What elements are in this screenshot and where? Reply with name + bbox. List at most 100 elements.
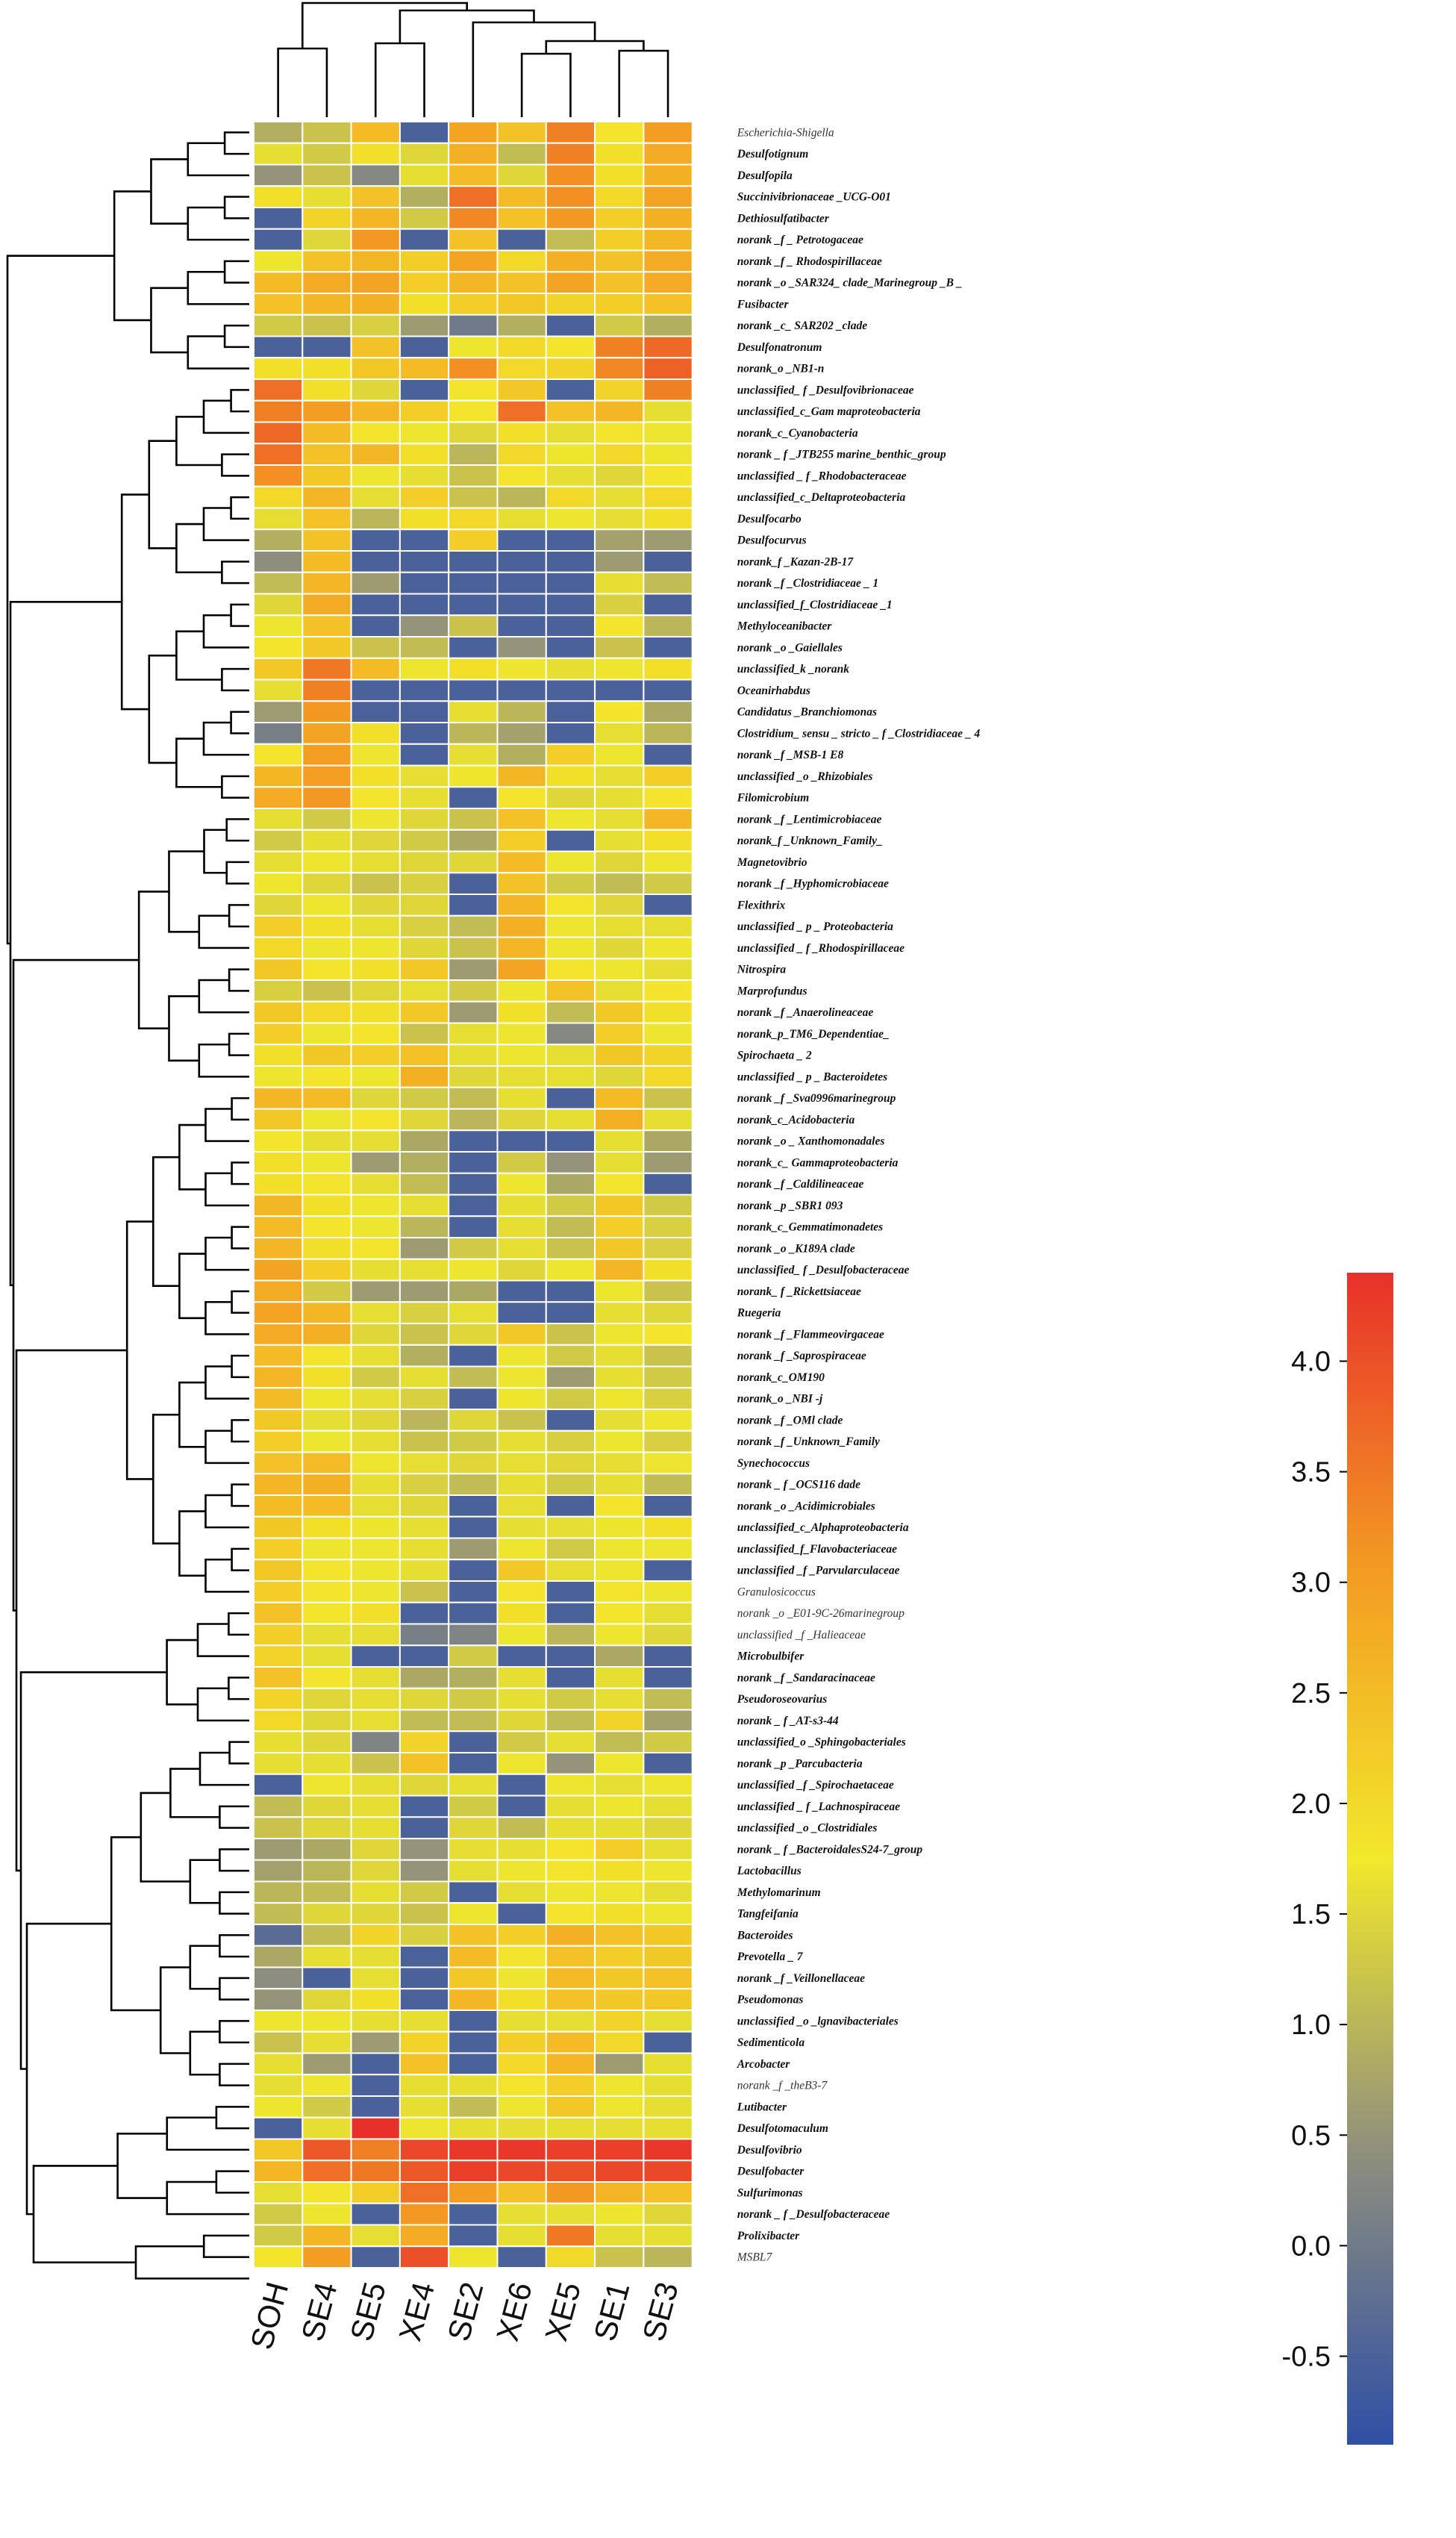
row-label: Sulfurimonas	[737, 2186, 803, 2199]
heatmap-cell	[301, 1795, 352, 1818]
row-label: Pseudomonas	[737, 1994, 804, 2007]
heatmap-cell	[301, 1065, 352, 1088]
heatmap-cell	[448, 614, 499, 637]
heatmap-cell	[448, 786, 499, 809]
heatmap-cell	[594, 679, 645, 702]
heatmap-cell	[545, 1237, 596, 1260]
heatmap-cell	[643, 2181, 693, 2204]
heatmap-cell	[496, 593, 547, 617]
heatmap-cell	[448, 550, 499, 573]
heatmap-cell	[301, 1108, 352, 1132]
heatmap-cell	[496, 1108, 547, 1132]
heatmap-cell	[448, 1838, 499, 1861]
heatmap-cell	[448, 679, 499, 702]
heatmap-cell	[301, 700, 352, 723]
heatmap-cell	[496, 421, 547, 445]
heatmap-cell	[301, 2095, 352, 2118]
dendrogram-link	[374, 42, 425, 117]
heatmap-cell	[496, 293, 547, 316]
heatmap-cell	[350, 1795, 401, 1818]
heatmap-cell	[253, 700, 304, 723]
dendrogram-link	[15, 1349, 128, 1872]
heatmap-cell	[545, 1065, 596, 1088]
heatmap-cell	[594, 464, 645, 487]
heatmap-cell	[594, 271, 645, 294]
heatmap-cell	[399, 335, 450, 359]
heatmap-cell	[545, 249, 596, 273]
heatmap-cell	[350, 679, 401, 702]
heatmap-cell	[643, 657, 693, 681]
heatmap-cell	[594, 1451, 645, 1475]
heatmap-cell	[350, 1988, 401, 2011]
row-label: unclassified _ p _ Bacteroidetes	[737, 1070, 887, 1083]
heatmap-cell	[350, 1580, 401, 1603]
dendrogram-link	[230, 603, 249, 627]
heatmap-cell	[643, 378, 693, 402]
heatmap-cell	[253, 722, 304, 745]
heatmap-cell	[496, 700, 547, 723]
heatmap-cell	[594, 485, 645, 509]
heatmap-cell	[545, 1859, 596, 1883]
heatmap-cell	[253, 2224, 304, 2248]
heatmap-cell	[448, 1323, 499, 1346]
heatmap-cell	[594, 1022, 645, 1046]
row-label: Microbulbifer	[737, 1650, 805, 1663]
colorbar-legend: 4.0 3.5 3.0 2.5 2.0 1.5 1.0 0.5 0.0 -0.5	[1282, 1273, 1393, 2445]
row-label: norank _f _Sandaracinaceae	[737, 1671, 875, 1684]
heatmap-cell	[448, 1859, 499, 1883]
heatmap-cell	[643, 163, 693, 187]
heatmap-cell	[399, 2009, 450, 2033]
heatmap-cell	[594, 1709, 645, 1733]
heatmap-cell	[496, 657, 547, 681]
heatmap-cell	[301, 228, 352, 252]
heatmap-cell	[448, 1580, 499, 1603]
heatmap-cell	[545, 1151, 596, 1174]
heatmap-cell	[594, 357, 645, 380]
heatmap-cell	[253, 2052, 304, 2076]
heatmap-cell	[496, 958, 547, 981]
heatmap-cell	[643, 829, 693, 852]
row-label: unclassified_o _Sphingobacteriales	[737, 1736, 906, 1749]
heatmap-cell	[545, 1580, 596, 1603]
heatmap-cell	[301, 1816, 352, 1839]
heatmap-cell	[301, 1966, 352, 1990]
heatmap-cell	[643, 1065, 693, 1088]
dendrogram-link	[219, 1977, 249, 2001]
heatmap-cell	[350, 829, 401, 852]
heatmap-cell	[301, 786, 352, 809]
heatmap-cell	[545, 1301, 596, 1324]
heatmap-cell	[643, 1409, 693, 1432]
heatmap-cell	[448, 1816, 499, 1839]
heatmap-cell	[545, 1344, 596, 1368]
heatmap-cell	[545, 1194, 596, 1217]
heatmap-cell	[350, 1559, 401, 1582]
heatmap-cell	[253, 2160, 304, 2183]
heatmap-cell	[448, 207, 499, 230]
heatmap-cell	[643, 399, 693, 423]
heatmap-cell	[643, 872, 693, 895]
row-label: Ruegeria	[737, 1307, 781, 1320]
heatmap-cell	[253, 1601, 304, 1625]
heatmap-cell	[545, 2224, 596, 2248]
heatmap-cell	[643, 1258, 693, 1282]
dendrogram-link	[175, 630, 222, 681]
row-label: norank _ f _OCS116 dade	[737, 1479, 860, 1491]
heatmap-cell	[448, 249, 499, 273]
heatmap-cell	[350, 657, 401, 681]
heatmap-cell	[350, 2138, 401, 2162]
heatmap-cell	[350, 1601, 401, 1625]
row-label: norank _ f _JTB255 marine_benthic_group	[737, 449, 946, 461]
heatmap-cell	[253, 829, 304, 852]
heatmap-cell	[253, 1172, 304, 1196]
heatmap-cell	[350, 914, 401, 938]
row-label: Desulfotignum	[737, 148, 809, 160]
heatmap-cell	[350, 1044, 401, 1067]
heatmap-cell	[594, 1172, 645, 1196]
heatmap-cell	[594, 1988, 645, 2011]
row-label: norank_o _NB1-n	[737, 363, 825, 375]
heatmap-cell	[448, 485, 499, 509]
heatmap-cell	[301, 2202, 352, 2226]
dendrogram-link	[301, 1, 468, 49]
heatmap-cell	[643, 2030, 693, 2054]
heatmap-cell	[399, 679, 450, 702]
